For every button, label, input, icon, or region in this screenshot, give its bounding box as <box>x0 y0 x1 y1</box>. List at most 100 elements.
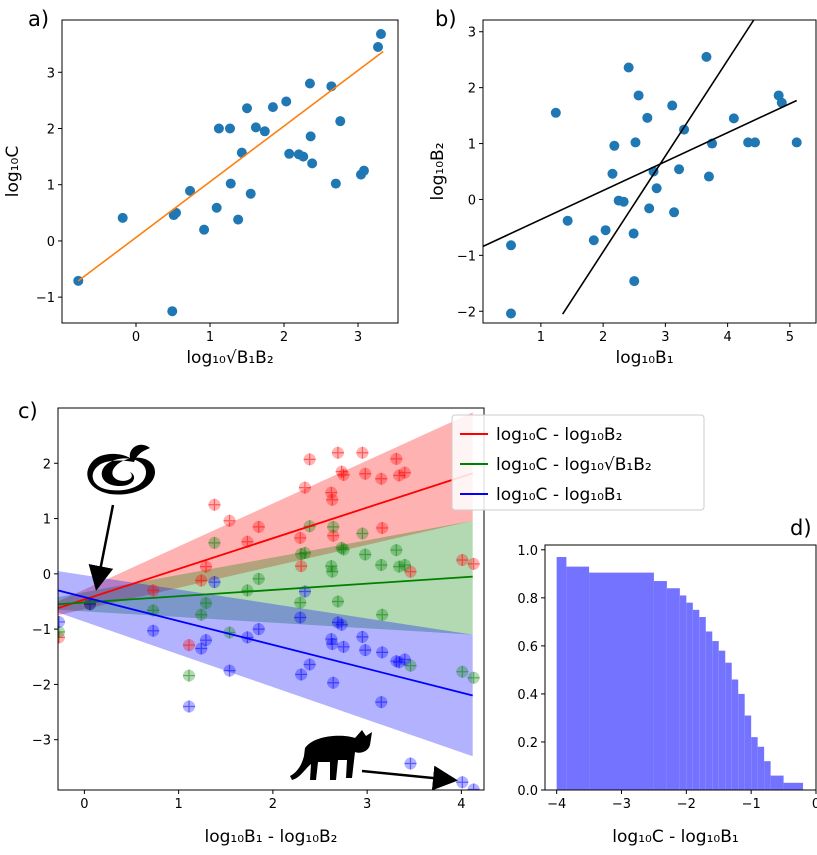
y-tick-label: 0.2 <box>517 736 538 751</box>
point <box>225 178 236 189</box>
point <box>750 137 761 148</box>
point <box>294 531 307 544</box>
point <box>58 615 65 628</box>
point-cross <box>326 493 339 506</box>
point-cross <box>467 671 480 684</box>
point <box>298 481 311 494</box>
x-axis-label: log₁₀√B₁B₂ <box>186 348 273 368</box>
point-cross <box>404 659 417 672</box>
point <box>245 188 256 199</box>
point <box>375 696 388 709</box>
point <box>609 140 620 151</box>
point <box>327 520 340 533</box>
point-cross <box>337 640 350 653</box>
confidence-band <box>58 520 473 635</box>
y-tick-label: 0 <box>47 235 55 250</box>
point <box>195 642 208 655</box>
point <box>456 776 469 789</box>
point <box>467 671 480 684</box>
point <box>776 97 787 108</box>
point <box>330 178 341 189</box>
point-cross <box>467 557 480 570</box>
point <box>358 165 369 176</box>
hist-bar <box>770 775 784 790</box>
point <box>376 608 389 621</box>
axes-frame <box>57 407 485 791</box>
point <box>588 235 599 246</box>
point-cross <box>398 559 411 572</box>
point-cross <box>326 565 339 578</box>
point <box>250 122 261 133</box>
point <box>337 543 350 556</box>
point-cross <box>252 623 265 636</box>
point-cross <box>208 576 221 589</box>
point <box>294 611 307 624</box>
point <box>743 137 754 148</box>
point-cross <box>84 598 97 611</box>
point <box>208 498 221 511</box>
point <box>325 486 338 499</box>
y-tick-label: −1 <box>32 623 51 638</box>
point-cross <box>327 676 340 689</box>
point <box>326 565 339 578</box>
point <box>667 100 678 111</box>
point <box>304 78 315 89</box>
point <box>376 646 389 659</box>
point-cross <box>467 783 480 790</box>
hist-bar <box>725 662 732 790</box>
hist-bar <box>744 715 752 790</box>
point-cross <box>375 472 388 485</box>
point <box>331 446 344 459</box>
x-tick-label: 1 <box>206 330 214 345</box>
point-cross <box>376 608 389 621</box>
point <box>331 595 344 608</box>
point <box>456 554 469 567</box>
hist-bar <box>718 650 726 790</box>
x-tick-label: 0 <box>132 330 140 345</box>
point <box>303 658 316 671</box>
axes-frame <box>544 544 817 791</box>
point-cross <box>294 611 307 624</box>
point <box>213 123 224 134</box>
hist-bar <box>699 617 706 790</box>
point <box>303 453 316 466</box>
x-tick-label: 0 <box>80 797 88 812</box>
point <box>623 62 634 73</box>
point <box>223 514 236 527</box>
point <box>359 467 372 480</box>
hist-bar <box>686 602 693 790</box>
point-cross <box>303 658 316 671</box>
y-tick-label: 1 <box>47 179 55 194</box>
point <box>404 757 417 770</box>
point-cross <box>456 665 469 678</box>
point <box>607 168 618 179</box>
point <box>307 158 318 169</box>
x-tick-label: −4 <box>547 797 566 812</box>
point-cross <box>208 536 221 549</box>
point <box>252 572 265 585</box>
fit-line <box>58 589 473 697</box>
point <box>298 151 309 162</box>
point-cross <box>195 574 208 587</box>
hist-bar <box>679 595 687 790</box>
point-cross <box>456 554 469 567</box>
point <box>398 466 411 479</box>
point-cross <box>208 498 221 511</box>
point <box>295 560 308 573</box>
point-cross <box>295 560 308 573</box>
plot-area <box>556 557 804 790</box>
point-cross <box>183 669 196 682</box>
point <box>208 536 221 549</box>
point <box>642 112 653 123</box>
point <box>335 541 348 554</box>
point <box>208 576 221 589</box>
point <box>183 669 196 682</box>
point <box>147 584 160 597</box>
point <box>147 624 160 637</box>
point-cross <box>404 565 417 578</box>
x-tick-label: 1 <box>174 797 182 812</box>
point <box>185 185 196 196</box>
point-cross <box>294 531 307 544</box>
point <box>242 103 253 114</box>
point <box>267 102 278 113</box>
